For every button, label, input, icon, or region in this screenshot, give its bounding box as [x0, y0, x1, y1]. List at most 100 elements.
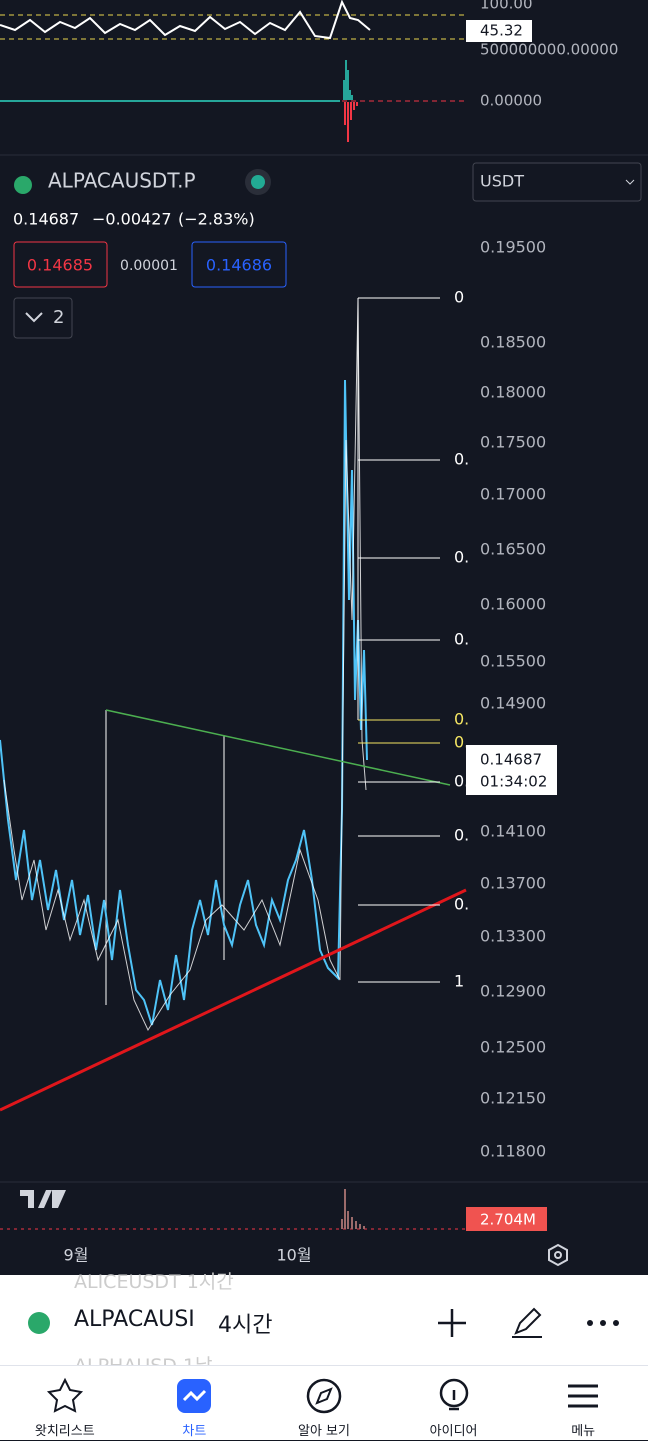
price-label: 0.12500 — [480, 1038, 546, 1057]
axis-label: 0.00000 — [480, 92, 542, 110]
price-label: 0.18500 — [480, 333, 546, 352]
nav-item[interactable]: 아이디어 — [389, 1366, 519, 1441]
background — [0, 0, 648, 1275]
ask[interactable]: 0.14686 — [206, 256, 272, 275]
price-series — [0, 379, 368, 1026]
nav-label: 왓치리스트 — [34, 1424, 95, 1439]
price-axis: 0.19500 0.18500 0.18000 0.17500 0.17000 0.165… — [480, 238, 546, 1161]
nav-bar: 왓치리스트 차트 알아 보기 아이디어 메뉴 — [0, 1365, 648, 1441]
volume-bars — [341, 1189, 365, 1229]
change: −0.00427 — [92, 210, 172, 229]
price-label: 0.12150 — [480, 1089, 546, 1108]
fib-label: 0. — [454, 710, 469, 729]
sell-button[interactable] — [13, 241, 108, 288]
price-label: 0.19500 — [480, 238, 546, 257]
histogram — [344, 102, 358, 142]
indicator-toggle[interactable] — [13, 297, 73, 339]
coin-icon — [14, 176, 32, 194]
compass-icon — [306, 1378, 342, 1414]
logo — [20, 1190, 66, 1208]
price-label: 0.14100 — [480, 822, 546, 841]
trendline — [105, 709, 451, 786]
currency-select[interactable] — [472, 162, 642, 202]
histogram — [0, 100, 340, 102]
volume-tag: 2.704M — [480, 1211, 536, 1229]
price-label: 0.18000 — [480, 383, 546, 402]
price: 0.14687 — [13, 210, 79, 229]
draw-icon[interactable] — [512, 1307, 542, 1338]
fib-label: 0. — [454, 630, 469, 649]
nav-label: 아이디어 — [429, 1424, 478, 1439]
buy-button[interactable] — [191, 241, 287, 288]
nav-label: 알아 보기 — [297, 1424, 350, 1439]
symbol[interactable]: ALPACAUSI — [74, 1307, 195, 1332]
fib-retracement: 0 0. 0. 0. 0. 0. 0. 0. 0. 1 — [358, 288, 469, 991]
bid[interactable]: 0.14685 — [27, 256, 93, 275]
price-series — [3, 299, 367, 1032]
price-label: 0.16500 — [480, 540, 546, 559]
time-label: 10월 — [276, 1246, 311, 1265]
price-tag-bg — [466, 745, 557, 795]
value-tag: 45.32 — [480, 22, 523, 40]
change-pct: (−2.83%) — [178, 210, 255, 229]
settings-icon[interactable] — [548, 1243, 568, 1267]
more-icon[interactable] — [587, 1320, 593, 1326]
spread: 0.00001 — [120, 258, 178, 274]
histogram — [343, 60, 353, 100]
chart: 45.32 100.00 500000000.00000 0.00000 ALP… — [0, 0, 648, 1275]
value-tag-bg — [466, 20, 532, 42]
add-icon[interactable] — [438, 1309, 466, 1337]
status-dot — [251, 175, 265, 189]
more-icon — [600, 1320, 606, 1326]
nav-item[interactable]: 왓치리스트 — [0, 1366, 130, 1441]
fib-label: 1 — [454, 972, 464, 991]
price-label: 0.11800 — [480, 1142, 546, 1161]
fib-label: 0. — [454, 826, 469, 845]
nav-item[interactable]: 알아 보기 — [259, 1366, 389, 1441]
fib-label: 0. — [454, 733, 469, 752]
prev-symbol: ALICEUSDT 1시간 — [74, 1271, 234, 1293]
chevron — [625, 179, 635, 185]
time-label: 9월 — [64, 1246, 89, 1265]
interval[interactable]: 4시간 — [218, 1313, 273, 1338]
fib-label: 0. — [454, 895, 469, 914]
price-label: 0.16000 — [480, 595, 546, 614]
price-label: 0.17000 — [480, 485, 546, 504]
nav-item[interactable]: 차트 — [130, 1366, 260, 1441]
price-label: 0.13300 — [480, 927, 546, 946]
bottom-panel: ALICEUSDT 1시간 ALPACAUSI 4시간 ALPHAUSD 1날 … — [0, 1271, 648, 1441]
price-label: 0.15500 — [480, 652, 546, 671]
axis-label: 100.00 — [480, 0, 533, 13]
toolbar — [438, 1307, 619, 1338]
price-label: 0.17500 — [480, 433, 546, 452]
price-label: 0.14900 — [480, 694, 546, 713]
coin-icon — [28, 1312, 50, 1334]
indicator-count[interactable]: 2 — [53, 307, 64, 328]
countdown: 01:34:02 — [480, 773, 547, 791]
fib-label: 0. — [454, 450, 469, 469]
next-symbol: ALPHAUSD 1날 — [74, 1351, 213, 1365]
price-tag: 0.14687 — [480, 751, 542, 769]
fib-label: 0 — [454, 288, 464, 307]
nav-label: 차트 — [182, 1424, 207, 1439]
currency[interactable]: USDT — [480, 172, 524, 191]
symbol: ALPACAUSDT.P — [48, 169, 196, 193]
star-icon — [46, 1377, 83, 1413]
volume-tag-bg — [466, 1207, 547, 1231]
price-label: 0.12900 — [480, 982, 546, 1001]
menu-icon — [568, 1384, 599, 1408]
idea-icon — [439, 1378, 468, 1411]
oscillator — [0, 0, 371, 40]
fib-label: 0. — [454, 548, 469, 567]
nav-label: 메뉴 — [571, 1424, 596, 1439]
nav-item[interactable]: 메뉴 — [518, 1366, 648, 1441]
axis-label: 500000000.00000 — [480, 41, 618, 59]
price-label: 0.13700 — [480, 874, 546, 893]
chevron — [25, 312, 43, 323]
settings-icon — [554, 1251, 562, 1259]
more-icon — [613, 1320, 619, 1326]
fib-label: 0. — [454, 772, 469, 791]
trendline — [0, 888, 467, 1112]
chart-icon — [177, 1379, 212, 1413]
